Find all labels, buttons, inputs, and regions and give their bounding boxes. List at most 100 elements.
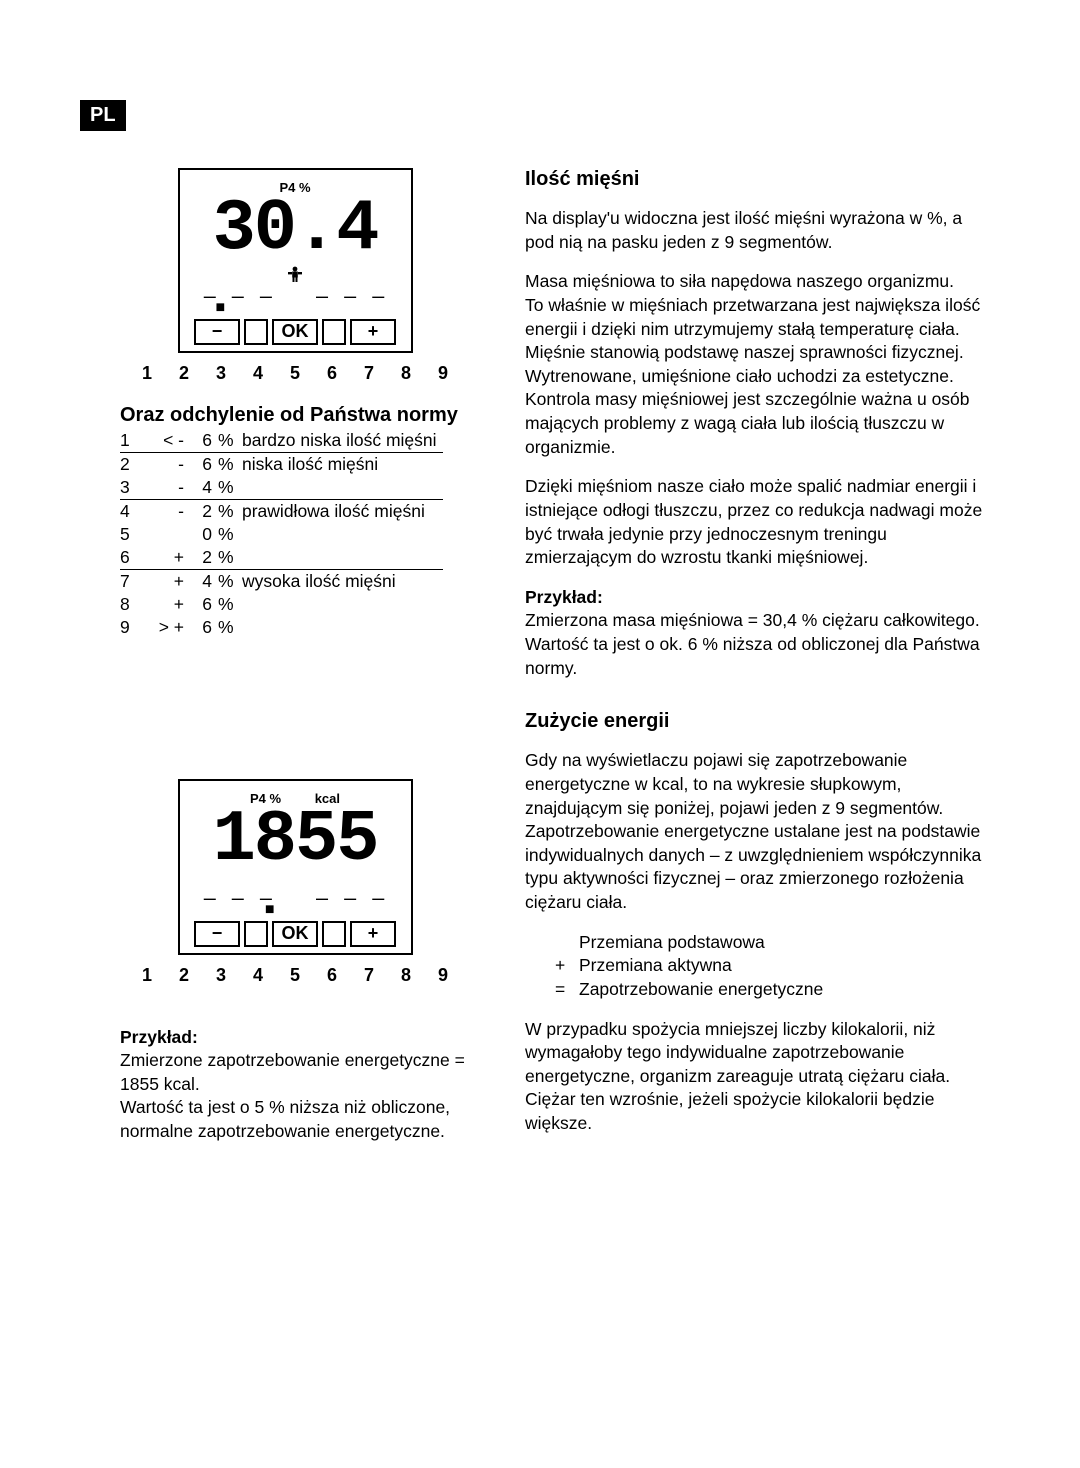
lcd2-spacer <box>244 921 268 947</box>
cell-pct: % <box>218 499 242 523</box>
left-example: Przykład: Zmierzone zapotrzebowanie ener… <box>120 1026 470 1144</box>
lcd-display-muscle: P4 % 30.4 — — — — — — ■ − OK + <box>178 168 413 353</box>
cell-desc <box>242 546 443 570</box>
lcd1-spacer2 <box>322 319 346 345</box>
lcd1-buttons: − OK + <box>188 319 403 345</box>
cell-index: 9 <box>120 616 150 639</box>
cell-value: 6 <box>190 429 218 453</box>
table-row: 3-4% <box>120 476 443 500</box>
eq-sym-3: = <box>555 978 579 1002</box>
cell-sign: - <box>150 499 190 523</box>
cell-sign: + <box>150 569 190 593</box>
cell-pct: % <box>218 593 242 616</box>
lcd1-plus-button: + <box>350 319 396 345</box>
cell-sign: > + <box>150 616 190 639</box>
table-row: 8+6% <box>120 593 443 616</box>
eq-sym-1 <box>555 931 579 955</box>
cell-sign: - <box>150 476 190 500</box>
right-p5: Gdy na wyświetlaczu pojawi się zapotrzeb… <box>525 749 990 914</box>
lcd2-value: 1855 <box>188 808 403 873</box>
table-row: 1< -6%bardzo niska ilość mięśni <box>120 429 443 453</box>
cell-pct: % <box>218 523 242 546</box>
cell-value: 6 <box>190 452 218 476</box>
cell-value: 4 <box>190 569 218 593</box>
left-column: P4 % 30.4 — — — — — — ■ − OK + 1 2 3 4 5… <box>120 168 470 1160</box>
heading-deviation: Oraz odchylenie od Państwa normy <box>120 404 470 427</box>
right-example: Przykład: Zmierzona masa mięśniowa = 30,… <box>525 586 990 681</box>
cell-index: 2 <box>120 452 150 476</box>
cell-pct: % <box>218 452 242 476</box>
deviation-table: 1< -6%bardzo niska ilość mięśni2-6%niska… <box>120 429 443 639</box>
right-p1: Na display'u widoczna jest ilość mięśni … <box>525 207 990 254</box>
cell-desc <box>242 476 443 500</box>
cell-desc: prawidłowa ilość mięśni <box>242 499 443 523</box>
lcd1-scale: 1 2 3 4 5 6 7 8 9 <box>120 363 470 384</box>
lcd2-plus-button: + <box>350 921 396 947</box>
left-example-p1: Zmierzone zapotrzebowanie energetyczne =… <box>120 1050 465 1094</box>
cell-value: 6 <box>190 616 218 639</box>
cell-index: 4 <box>120 499 150 523</box>
lcd1-marker: ■ <box>215 299 225 317</box>
cell-pct: % <box>218 569 242 593</box>
cell-sign: + <box>150 546 190 570</box>
cell-value: 4 <box>190 476 218 500</box>
right-example-p2: Wartość ta jest o ok. 6 % niższa od obli… <box>525 634 980 678</box>
table-row: 6+2% <box>120 546 443 570</box>
table-row: 5 0% <box>120 523 443 546</box>
table-row: 7+4%wysoka ilość mięśni <box>120 569 443 593</box>
lcd2-dashes: — — — — — — <box>188 893 403 903</box>
cell-index: 8 <box>120 593 150 616</box>
cell-pct: % <box>218 616 242 639</box>
cell-value: 6 <box>190 593 218 616</box>
cell-sign <box>150 523 190 546</box>
lcd2-marker-row: ■ <box>188 905 403 919</box>
cell-sign: + <box>150 593 190 616</box>
cell-desc: bardzo niska ilość mięśni <box>242 429 443 453</box>
cell-desc <box>242 593 443 616</box>
cell-pct: % <box>218 476 242 500</box>
cell-value: 2 <box>190 499 218 523</box>
lcd2-minus-button: − <box>194 921 240 947</box>
lcd2-scale: 1 2 3 4 5 6 7 8 9 <box>120 965 470 986</box>
eq-txt-3: Zapotrzebowanie energetyczne <box>579 978 823 1002</box>
language-badge: PL <box>80 100 126 131</box>
right-column: Ilość mięśni Na display'u widoczna jest … <box>525 168 990 1160</box>
right-p6: W przypadku spożycia mniejszej liczby ki… <box>525 1018 990 1136</box>
eq-sym-2: + <box>555 954 579 978</box>
lcd2-marker: ■ <box>265 901 275 919</box>
page-content: P4 % 30.4 — — — — — — ■ − OK + 1 2 3 4 5… <box>120 168 990 1160</box>
eq-row-2: + Przemiana aktywna <box>555 954 990 978</box>
lcd2-buttons: − OK + <box>188 921 403 947</box>
eq-row-1: Przemiana podstawowa <box>555 931 990 955</box>
cell-desc <box>242 616 443 639</box>
cell-index: 3 <box>120 476 150 500</box>
lcd1-value: 30.4 <box>188 197 403 262</box>
lcd1-spacer <box>244 319 268 345</box>
lcd1-ok-button: OK <box>272 319 318 345</box>
cell-index: 7 <box>120 569 150 593</box>
right-p3: To właśnie w mięśniach przetwarzana jest… <box>525 294 990 459</box>
cell-index: 5 <box>120 523 150 546</box>
table-row: 4-2%prawidłowa ilość mięśni <box>120 499 443 523</box>
cell-pct: % <box>218 429 242 453</box>
cell-value: 0 <box>190 523 218 546</box>
cell-sign: - <box>150 452 190 476</box>
cell-index: 1 <box>120 429 150 453</box>
lcd2-spacer2 <box>322 921 346 947</box>
eq-txt-1: Przemiana podstawowa <box>579 931 765 955</box>
cell-pct: % <box>218 546 242 570</box>
eq-txt-2: Przemiana aktywna <box>579 954 732 978</box>
cell-sign: < - <box>150 429 190 453</box>
left-example-p2: Wartość ta jest o 5 % niższa niż obliczo… <box>120 1097 450 1141</box>
lcd1-marker-row: ■ <box>188 303 403 317</box>
eq-row-3: = Zapotrzebowanie energetyczne <box>555 978 990 1002</box>
heading-muscle: Ilość mięśni <box>525 168 990 191</box>
left-example-label: Przykład: <box>120 1027 198 1047</box>
cell-desc: wysoka ilość mięśni <box>242 569 443 593</box>
right-example-p1: Zmierzona masa mięśniowa = 30,4 % ciężar… <box>525 610 980 630</box>
right-p4: Dzięki mięśniom nasze ciało może spalić … <box>525 475 990 570</box>
cell-desc <box>242 523 443 546</box>
energy-equation: Przemiana podstawowa + Przemiana aktywna… <box>525 931 990 1002</box>
table-row: 9> +6% <box>120 616 443 639</box>
right-example-label: Przykład: <box>525 587 603 607</box>
